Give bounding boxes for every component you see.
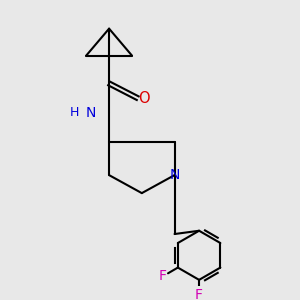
Text: O: O xyxy=(138,91,149,106)
Text: F: F xyxy=(195,288,203,300)
Text: H: H xyxy=(70,106,80,119)
Text: F: F xyxy=(159,269,167,283)
Text: N: N xyxy=(86,106,96,120)
Text: N: N xyxy=(169,168,180,182)
